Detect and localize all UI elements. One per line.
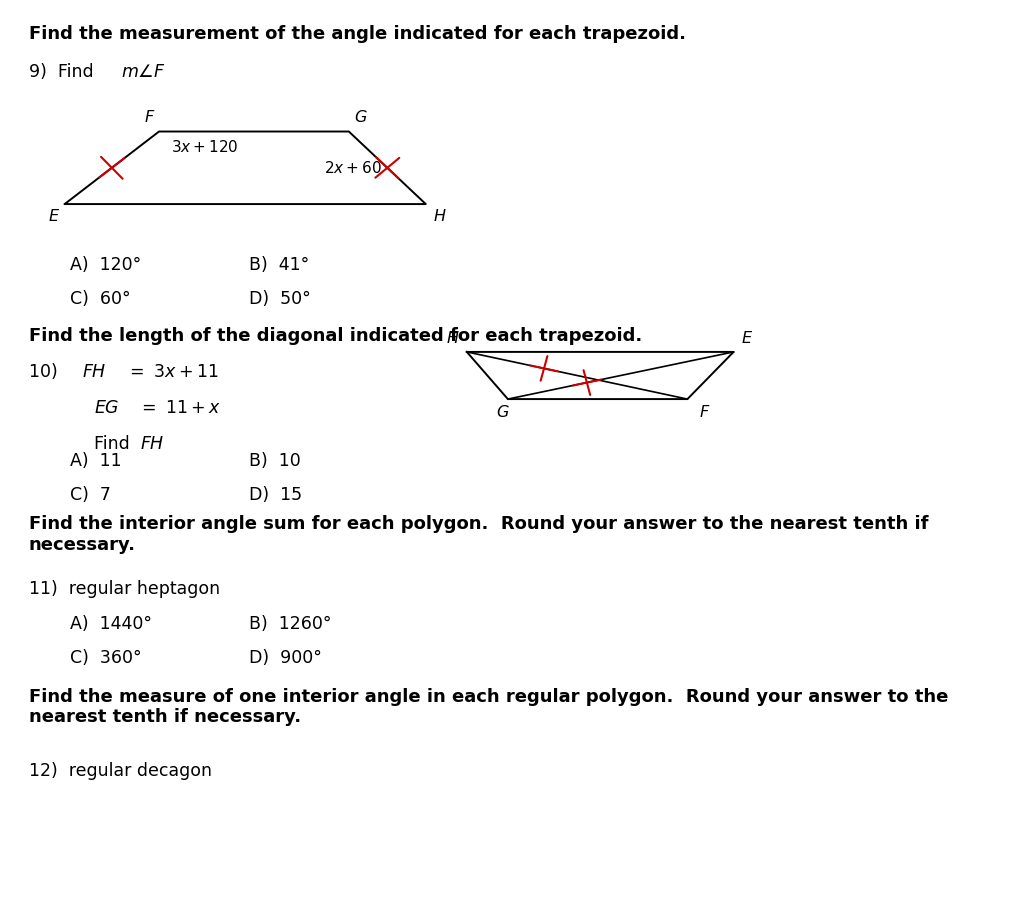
Text: A)  120°: A) 120° [70, 256, 141, 274]
Text: Find the measurement of the angle indicated for each trapezoid.: Find the measurement of the angle indica… [29, 25, 685, 44]
Text: Find: Find [94, 435, 135, 454]
Text: A)  11: A) 11 [70, 452, 121, 470]
Text: 9)  Find: 9) Find [29, 63, 98, 82]
Text: B)  1260°: B) 1260° [249, 615, 331, 633]
Text: $=$ $3x + 11$: $=$ $3x + 11$ [121, 363, 219, 381]
Text: $3x + 120$: $3x + 120$ [171, 139, 239, 155]
Text: 12)  regular decagon: 12) regular decagon [29, 762, 211, 780]
Text: Find the measure of one interior angle in each regular polygon.  Round your answ: Find the measure of one interior angle i… [29, 688, 948, 727]
Text: D)  50°: D) 50° [249, 290, 311, 308]
Text: C)  360°: C) 360° [70, 649, 142, 668]
Text: $=$ $11 + x$: $=$ $11 + x$ [133, 399, 222, 417]
Text: $FH$: $FH$ [82, 363, 107, 381]
Text: H: H [434, 209, 446, 224]
Text: Find the length of the diagonal indicated for each trapezoid.: Find the length of the diagonal indicate… [29, 327, 642, 345]
Text: $m\angle F$: $m\angle F$ [121, 63, 166, 82]
Text: A)  1440°: A) 1440° [70, 615, 152, 633]
Text: $2x + 60$: $2x + 60$ [324, 160, 382, 176]
Text: H: H [446, 331, 459, 346]
Text: $EG$: $EG$ [94, 399, 120, 417]
Text: E: E [48, 209, 58, 224]
Text: G: G [497, 405, 509, 420]
Text: F: F [700, 405, 709, 420]
Text: F: F [145, 110, 154, 125]
Text: G: G [354, 110, 366, 125]
Text: $FH$: $FH$ [140, 435, 164, 454]
Text: E: E [742, 331, 752, 346]
Text: Find the interior angle sum for each polygon.  Round your answer to the nearest : Find the interior angle sum for each pol… [29, 515, 929, 554]
Text: B)  41°: B) 41° [249, 256, 310, 274]
Text: 11)  regular heptagon: 11) regular heptagon [29, 580, 220, 599]
Text: D)  15: D) 15 [249, 486, 303, 504]
Text: C)  60°: C) 60° [70, 290, 130, 308]
Text: 10): 10) [29, 363, 69, 381]
Text: B)  10: B) 10 [249, 452, 301, 470]
Text: C)  7: C) 7 [70, 486, 111, 504]
Text: D)  900°: D) 900° [249, 649, 322, 668]
